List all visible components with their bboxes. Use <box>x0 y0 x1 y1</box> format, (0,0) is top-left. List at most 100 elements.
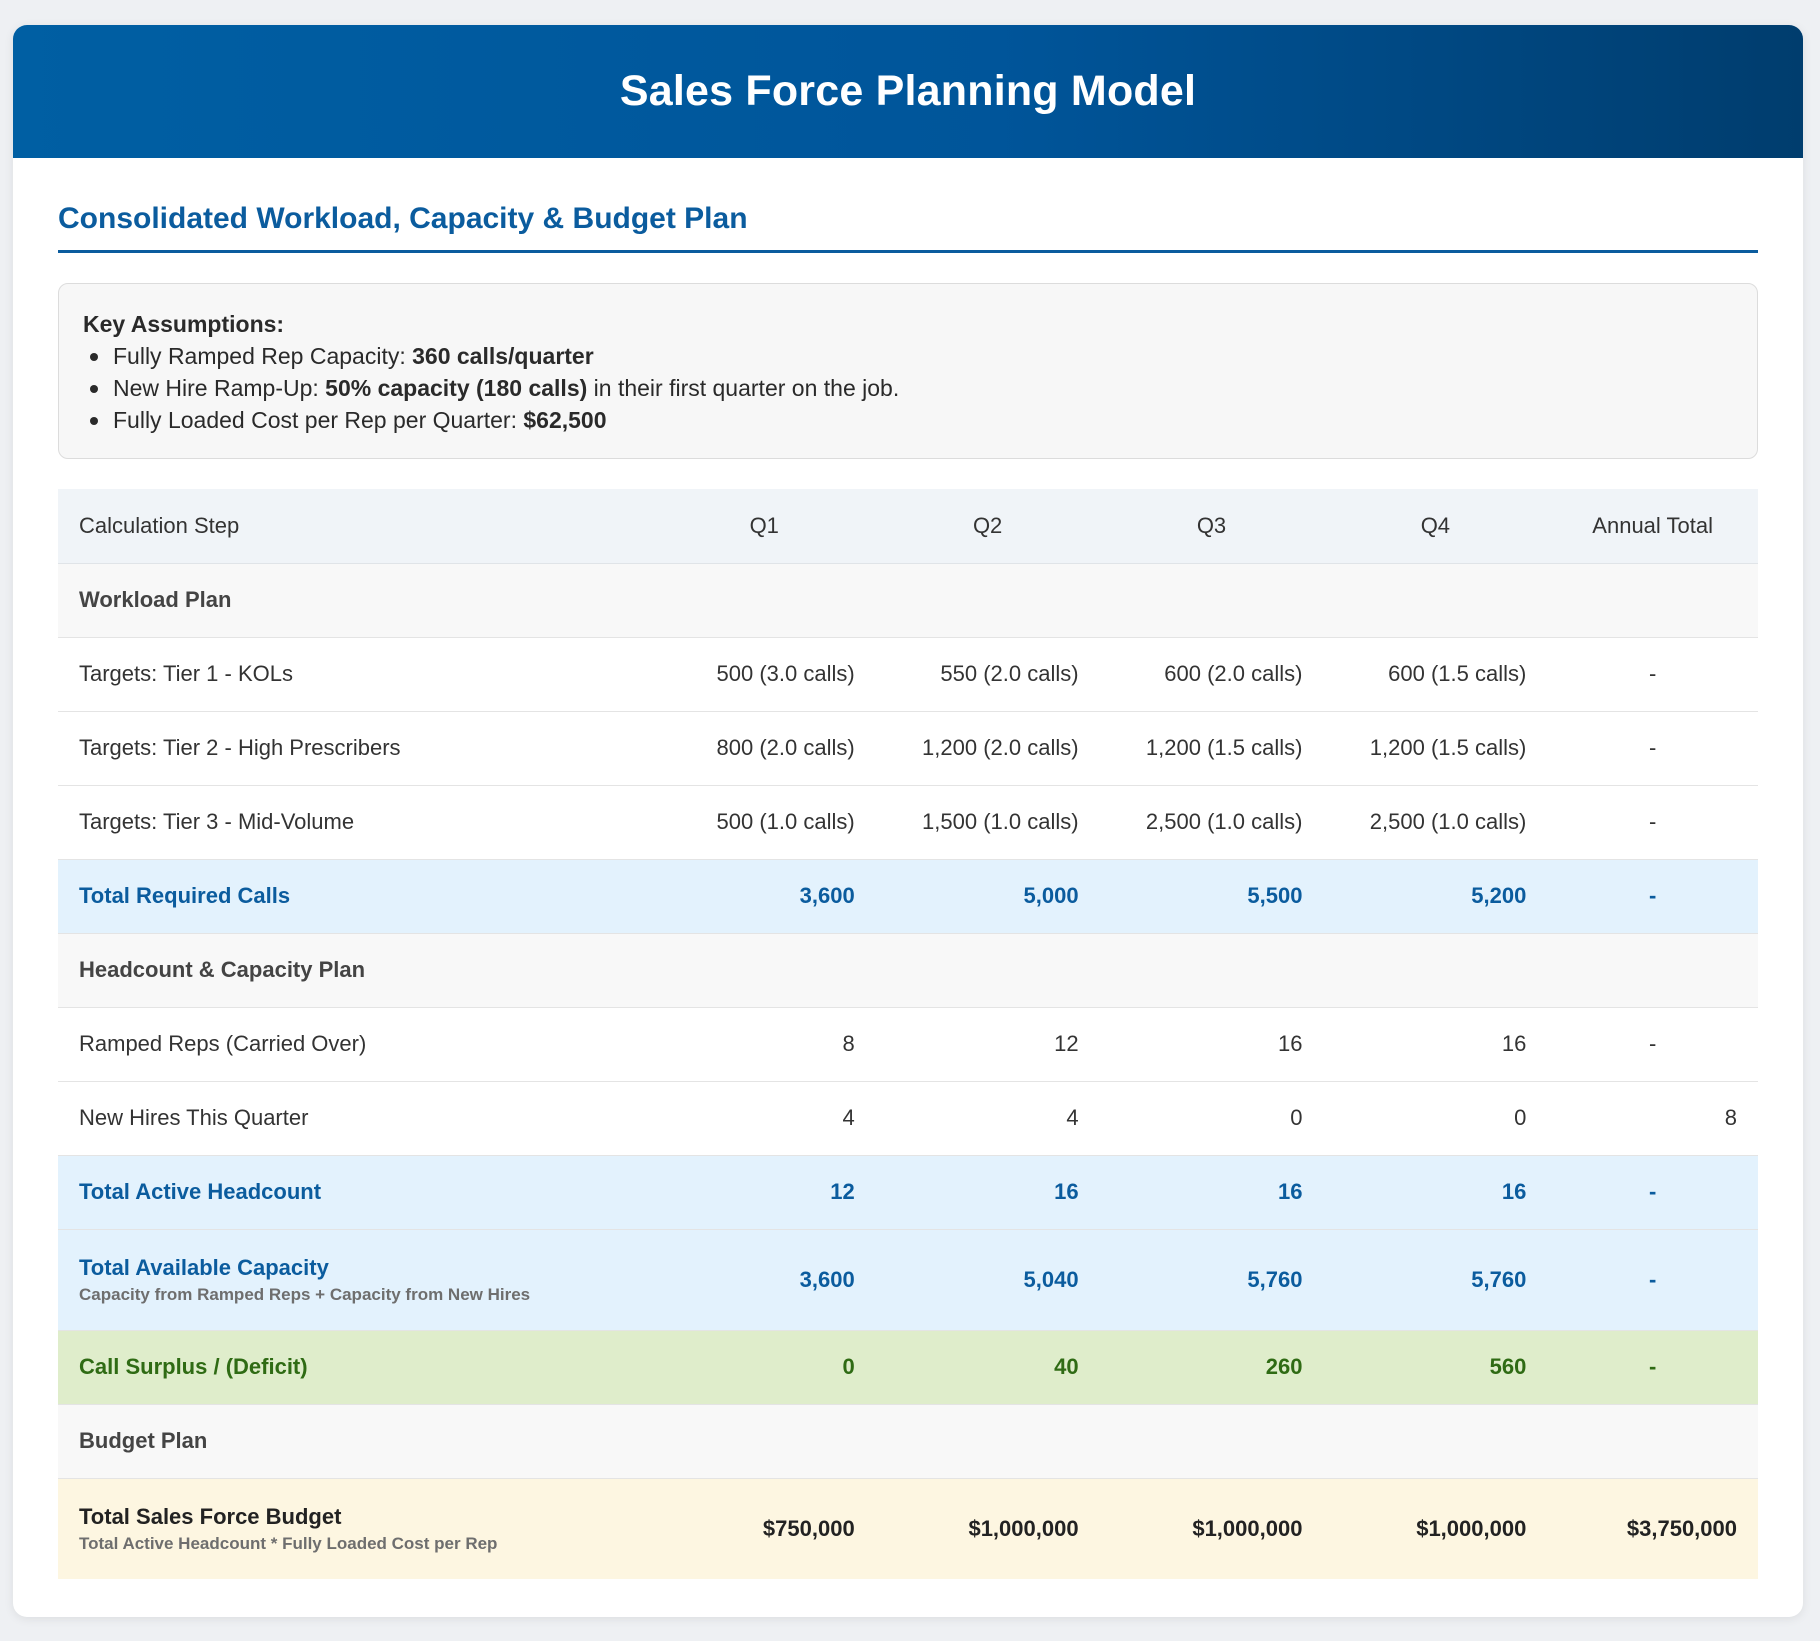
budget-row: Total Sales Force Budget Total Active He… <box>58 1478 1758 1579</box>
row-label: Call Surplus / (Deficit) <box>79 1354 308 1379</box>
table-cell: 5,760 <box>1247 1266 1303 1292</box>
table-row: Targets: Tier 2 - High Prescribers 800 (… <box>58 711 1758 785</box>
section-row-workload: Workload Plan <box>58 563 1758 637</box>
table-header-row: Calculation Step Q1 Q2 Q3 Q4 Annual Tota… <box>58 489 1758 563</box>
table-cell: $750,000 <box>762 1515 855 1541</box>
table-cell: 800 (2.0 calls) <box>716 735 855 760</box>
assumption-item: Fully Loaded Cost per Rep per Quarter: $… <box>83 404 1733 436</box>
assumption-text: New Hire Ramp-Up: <box>113 375 326 401</box>
column-header: Calculation Step <box>79 512 240 538</box>
table-cell: 0 <box>1514 1105 1527 1130</box>
table-cell: $1,000,000 <box>968 1515 1079 1541</box>
section-label: Budget Plan <box>79 1428 208 1453</box>
table-row: New Hires This Quarter 4 4 0 0 8 <box>58 1081 1758 1155</box>
column-header: Q1 <box>749 512 779 538</box>
table-cell: 2,500 (1.0 calls) <box>1145 809 1303 834</box>
table-cell: 1,500 (1.0 calls) <box>922 809 1079 834</box>
row-label: New Hires This Quarter <box>79 1105 309 1130</box>
total-row-available-capacity: Total Available Capacity Capacity from R… <box>58 1229 1758 1330</box>
page-title: Sales Force Planning Model <box>619 67 1197 115</box>
table-cell: 3,600 <box>799 1266 855 1292</box>
column-header: Q3 <box>1196 512 1227 538</box>
row-label: Total Available Capacity <box>79 1254 329 1280</box>
table-cell: 4 <box>842 1105 855 1130</box>
table-cell: 600 (1.5 calls) <box>1388 661 1527 686</box>
table-cell: 1,200 (1.5 calls) <box>1369 735 1527 760</box>
table-cell: 260 <box>1265 1354 1303 1379</box>
section-row-headcount: Headcount & Capacity Plan <box>58 933 1758 1007</box>
row-note: Capacity from Ramped Reps + Capacity fro… <box>79 1284 531 1304</box>
assumption-value: 360 calls/quarter <box>412 343 594 369</box>
table-cell: 3,600 <box>799 883 855 908</box>
row-label: Targets: Tier 3 - Mid-Volume <box>79 809 355 834</box>
table-cell: 8 <box>1724 1105 1737 1130</box>
table-cell: $1,000,000 <box>1416 1515 1527 1541</box>
column-header: Q4 <box>1420 512 1451 538</box>
table-cell: 600 (2.0 calls) <box>1164 661 1303 686</box>
planning-card: Sales Force Planning Model Consolidated … <box>13 25 1803 1617</box>
table-cell: 16 <box>1277 1179 1303 1204</box>
section-row-budget: Budget Plan <box>58 1404 1758 1478</box>
assumption-suffix: in their first quarter on the job. <box>587 375 900 401</box>
table-cell: 16 <box>1277 1031 1303 1056</box>
surplus-row: Call Surplus / (Deficit) 0 40 260 560 - <box>58 1330 1758 1404</box>
table-cell: 550 (2.0 calls) <box>940 661 1079 686</box>
row-label: Targets: Tier 2 - High Prescribers <box>79 735 401 760</box>
key-assumptions-box: Key Assumptions: Fully Ramped Rep Capaci… <box>58 283 1758 459</box>
section-label: Workload Plan <box>79 587 232 612</box>
table-cell: - <box>1648 1179 1657 1204</box>
row-label: Total Active Headcount <box>79 1179 322 1204</box>
total-row-active-headcount: Total Active Headcount 12 16 16 16 - <box>58 1155 1758 1229</box>
table-cell: 1,200 (1.5 calls) <box>1145 735 1303 760</box>
table-cell: $3,750,000 <box>1626 1515 1737 1541</box>
table-cell: 0 <box>842 1354 855 1379</box>
row-note: Total Active Headcount * Fully Loaded Co… <box>79 1533 498 1553</box>
row-label: Total Required Calls <box>79 883 291 908</box>
row-label: Targets: Tier 1 - KOLs <box>79 661 293 686</box>
table-cell: 40 <box>1054 1354 1079 1379</box>
table-cell: - <box>1648 883 1657 908</box>
row-label: Total Sales Force Budget <box>79 1503 342 1529</box>
table-cell: - <box>1648 735 1657 760</box>
assumptions-list: Fully Ramped Rep Capacity: 360 calls/qua… <box>83 340 1733 436</box>
column-header: Q2 <box>972 512 1003 538</box>
assumption-text: Fully Ramped Rep Capacity: <box>113 343 413 369</box>
table-cell: 16 <box>1501 1179 1527 1204</box>
main-content: Consolidated Workload, Capacity & Budget… <box>13 202 1803 1579</box>
table-cell: 16 <box>1501 1031 1527 1056</box>
section-title: Consolidated Workload, Capacity & Budget… <box>58 202 1758 253</box>
table-cell: 2,500 (1.0 calls) <box>1369 809 1527 834</box>
table-row: Ramped Reps (Carried Over) 8 12 16 16 - <box>58 1007 1758 1081</box>
table-cell: 500 (1.0 calls) <box>716 809 855 834</box>
page-header: Sales Force Planning Model <box>13 25 1803 158</box>
table-cell: - <box>1648 661 1657 686</box>
assumption-item: Fully Ramped Rep Capacity: 360 calls/qua… <box>83 340 1733 372</box>
table-cell: 12 <box>1054 1031 1079 1056</box>
table-cell: 8 <box>842 1031 855 1056</box>
table-cell: - <box>1648 1031 1657 1056</box>
assumptions-title: Key Assumptions: <box>83 311 285 337</box>
row-label: Ramped Reps (Carried Over) <box>79 1031 367 1056</box>
table-cell: 1,200 (2.0 calls) <box>922 735 1079 760</box>
table-cell: 12 <box>830 1179 855 1204</box>
plan-table: Calculation Step Q1 Q2 Q3 Q4 Annual Tota… <box>58 489 1758 1579</box>
table-cell: 4 <box>1066 1105 1079 1130</box>
table-cell: - <box>1648 809 1657 834</box>
assumption-text: Fully Loaded Cost per Rep per Quarter: <box>113 407 524 433</box>
assumption-item: New Hire Ramp-Up: 50% capacity (180 call… <box>83 372 1733 404</box>
table-cell: $1,000,000 <box>1192 1515 1303 1541</box>
table-cell: - <box>1648 1354 1657 1379</box>
table-row: Targets: Tier 1 - KOLs 500 (3.0 calls) 5… <box>58 637 1758 711</box>
table-cell: 5,040 <box>1023 1266 1079 1292</box>
table-cell: 560 <box>1489 1354 1527 1379</box>
row-label-cell: Total Available Capacity Capacity from R… <box>58 1229 653 1330</box>
table-row: Targets: Tier 3 - Mid-Volume 500 (1.0 ca… <box>58 785 1758 859</box>
table-cell: 5,760 <box>1471 1266 1527 1292</box>
row-label-cell: Total Sales Force Budget Total Active He… <box>58 1478 653 1579</box>
section-label: Headcount & Capacity Plan <box>79 957 366 982</box>
table-cell: 5,200 <box>1471 883 1527 908</box>
total-row-required-calls: Total Required Calls 3,600 5,000 5,500 5… <box>58 859 1758 933</box>
assumption-value: 50% capacity (180 calls) <box>325 375 588 401</box>
table-cell: 500 (3.0 calls) <box>716 661 855 686</box>
assumption-value: $62,500 <box>523 407 607 433</box>
